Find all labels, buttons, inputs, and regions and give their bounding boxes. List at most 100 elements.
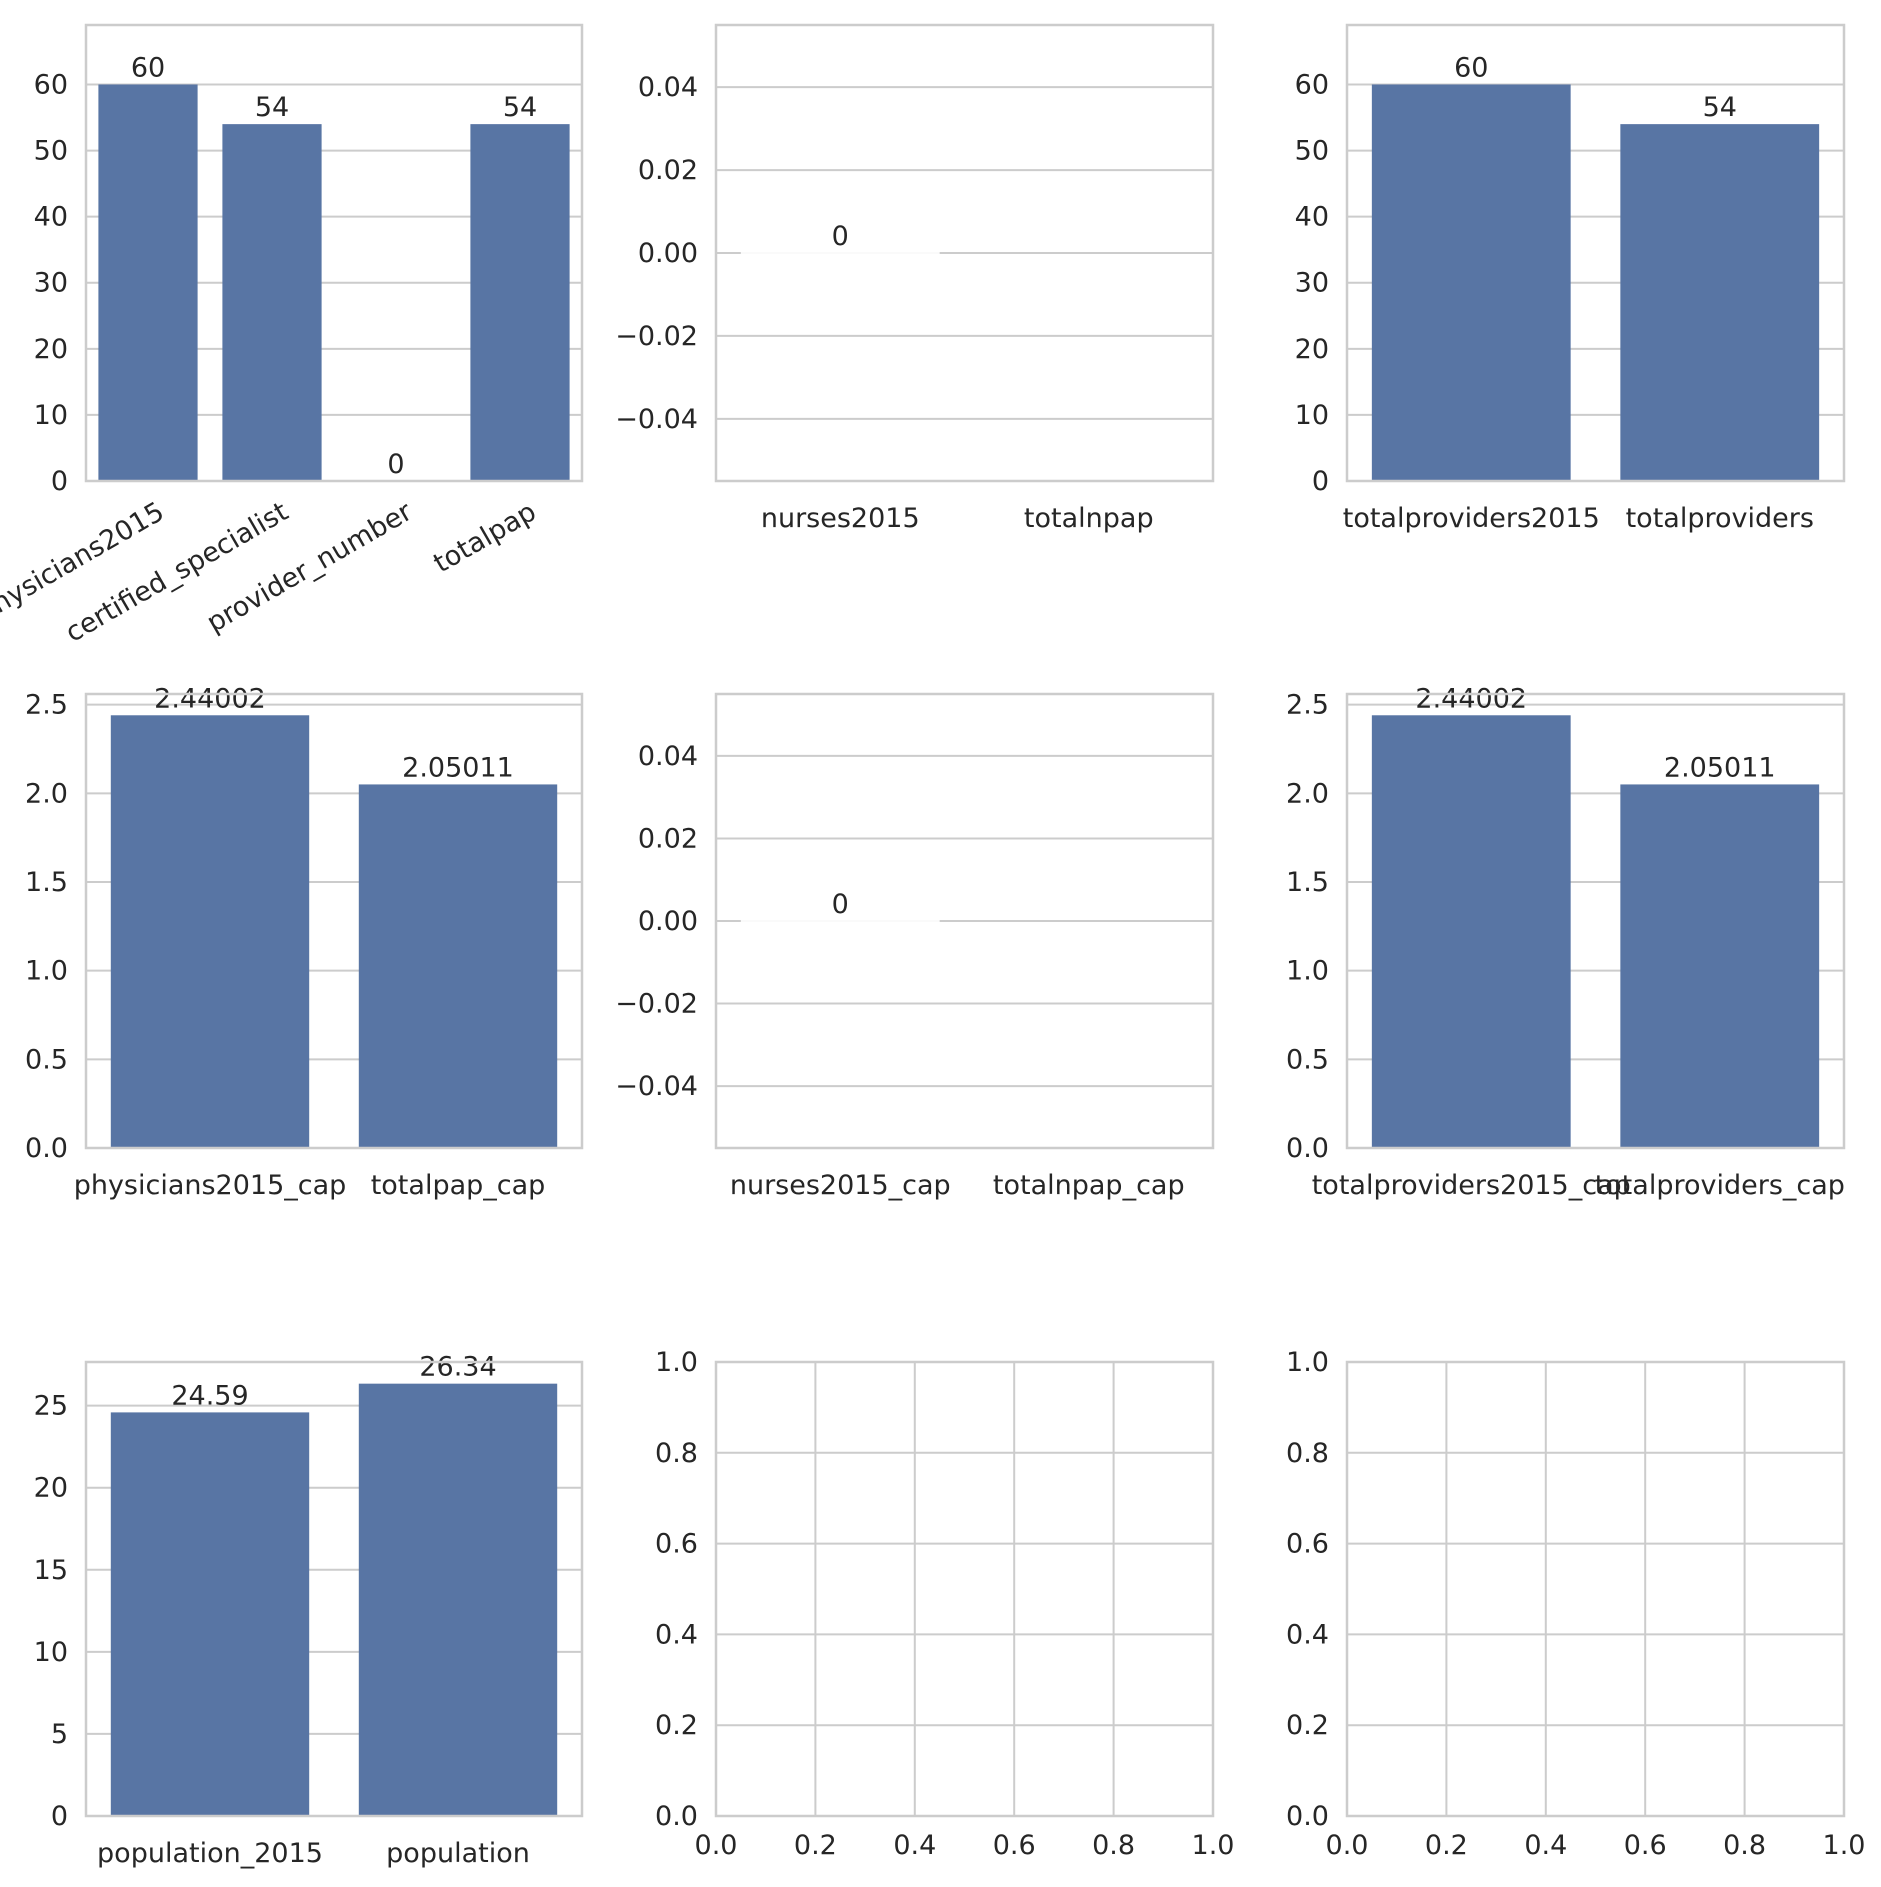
y-tick-label: 0.4 [655,1619,698,1650]
bar [222,124,322,481]
subplot-3: 0 10 20 30 40 50 60 60 totalproviders2015 54 total… [1295,23,1846,534]
y-tick-label: 1.0 [1286,956,1329,987]
y-tick-label: 10 [34,1637,68,1668]
y-tick-label: 0.4 [1286,1619,1329,1650]
data-label: 0 [832,221,849,252]
x-tick-label: totalpap_cap [371,1170,546,1201]
x-tick-label: totalpap [429,496,542,579]
y-tick-label: −0.04 [615,404,698,435]
bar [1620,124,1820,481]
y-tick-label: 0.6 [655,1529,698,1560]
y-tick-label: 2.0 [25,778,68,809]
y-tick-label: 1.5 [1286,867,1329,898]
data-label: 2.05011 [1664,752,1776,783]
y-tick-label: 0.5 [25,1044,68,1075]
data-label: 60 [131,52,165,83]
bar [98,84,198,481]
y-tick-label: 2.5 [1286,690,1329,721]
y-tick-label: 50 [1295,136,1329,167]
y-tick-label: 40 [34,202,68,233]
y-tick-label: 10 [34,400,68,431]
x-tick-label: totalproviders2015 [1343,503,1600,534]
subplot-5: −0.04 −0.02 0.00 0.02 0.04 0 nurses2015_cap tot… [615,692,1215,1201]
axes-frame [1345,1360,1846,1818]
y-tick-label: 0.04 [638,741,698,772]
x-tick-label: population_2015 [97,1838,323,1869]
y-tick-label: 20 [1295,334,1329,365]
y-tick-label: 50 [34,136,68,167]
y-tick-label: 0.5 [1286,1044,1329,1075]
y-tick-label: 15 [34,1555,68,1586]
bar [1371,84,1571,481]
x-tick-label: 0.6 [993,1830,1036,1861]
subplot-9: 0.0 0.2 0.4 0.6 0.8 1.0 0.0 0.2 0.4 0.6 0.8 1.0 [1286,1347,1865,1861]
bar [358,784,558,1148]
x-tick-label: nurses2015 [761,503,920,534]
y-tick-label: 1.0 [25,956,68,987]
data-label: 54 [1703,92,1737,123]
axes-frame [714,692,1215,1150]
subplot-6: 0.0 0.5 1.0 1.5 2.0 2.5 2.44002 totalproviders2… [1286,683,1846,1201]
y-tick-label: 30 [1295,268,1329,299]
y-tick-label: 0.2 [1286,1710,1329,1741]
y-tick-label: −0.02 [615,321,698,352]
x-tick-label: population [386,1838,530,1869]
y-tick-label: 2.0 [1286,778,1329,809]
x-tick-label: totalnpap [1024,503,1154,534]
bar [740,920,940,922]
y-tick-label: 1.0 [655,1347,698,1378]
y-tick-label: 0.00 [638,906,698,937]
subplot-2: −0.04 −0.02 0.00 0.02 0.04 0 nurses2015 totalnp… [615,23,1215,534]
y-tick-label: 0.8 [655,1438,698,1469]
x-tick-label: 0.4 [1524,1830,1567,1861]
subplot-8: 0.0 0.2 0.4 0.6 0.8 1.0 0.0 0.2 0.4 0.6 0.8 1.0 [655,1347,1234,1861]
data-label: 54 [503,92,537,123]
bar [1620,784,1820,1148]
x-tick-label: 0.0 [695,1830,738,1861]
axes-frame [84,1360,584,1818]
y-tick-label: 0 [51,466,68,497]
y-tick-label: 40 [1295,202,1329,233]
y-tick-label: 25 [34,1391,68,1422]
x-tick-label: certified_specialist [60,496,293,648]
bar [110,1412,310,1816]
x-tick-label: 0.2 [794,1830,837,1861]
y-tick-label: 0.00 [638,238,698,269]
x-tick-label: 1.0 [1823,1830,1866,1861]
y-tick-label: 0.0 [1286,1133,1329,1164]
axes-frame [1345,692,1846,1150]
x-tick-label: 0.8 [1723,1830,1766,1861]
data-label: 0 [387,449,404,480]
bar [110,715,310,1148]
axes-frame [714,23,1215,483]
axes-frame [84,692,584,1150]
x-tick-label: 0.8 [1092,1830,1135,1861]
y-tick-label: 0.02 [638,823,698,854]
data-label: 2.05011 [402,752,514,783]
axes-frame [1345,23,1846,483]
bar [1371,715,1571,1148]
y-tick-label: 20 [34,1473,68,1504]
y-tick-label: 1.0 [1286,1347,1329,1378]
data-label: 54 [255,92,289,123]
subplot-7: 0 5 10 15 20 25 24.59 population_2015 26.34 popul… [34,1352,584,1869]
y-tick-label: −0.04 [615,1071,698,1102]
x-tick-label: provider_number [202,496,419,639]
subplot-4: 0.0 0.5 1.0 1.5 2.0 2.5 2.44002 physicians2015_… [25,683,584,1201]
y-tick-label: 0.04 [638,72,698,103]
y-tick-label: 0.0 [25,1133,68,1164]
x-tick-label: nurses2015_cap [730,1170,951,1201]
x-tick-label: physicians2015_cap [74,1170,347,1201]
y-tick-label: 0.0 [655,1801,698,1832]
y-tick-label: 0.02 [638,155,698,186]
x-tick-label: 1.0 [1192,1830,1235,1861]
bar [358,1383,558,1816]
y-tick-label: 0.2 [655,1710,698,1741]
data-label: 26.34 [419,1352,496,1383]
x-tick-label: totalproviders2015_cap [1312,1170,1631,1201]
axes-frame [714,1360,1215,1818]
y-tick-label: 5 [51,1719,68,1750]
x-tick-label: totalnpap_cap [993,1170,1185,1201]
y-tick-label: 0 [1312,466,1329,497]
x-tick-label: totalproviders_cap [1595,1170,1845,1201]
